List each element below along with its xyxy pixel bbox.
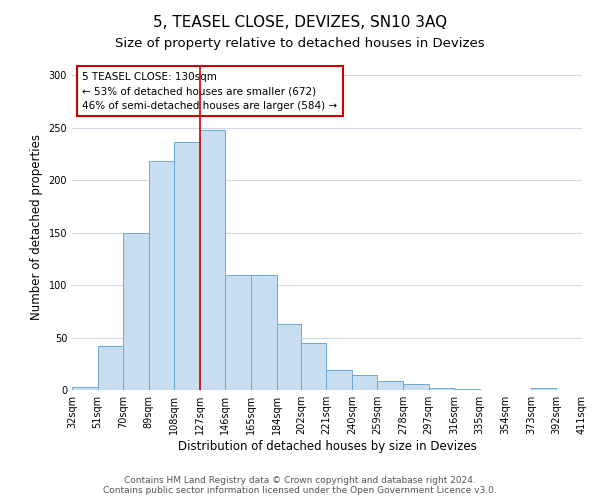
Bar xyxy=(174,142,200,390)
Bar xyxy=(454,389,480,390)
Bar xyxy=(149,162,174,390)
Bar xyxy=(301,343,326,390)
Bar xyxy=(251,274,277,390)
Bar xyxy=(377,380,403,390)
Bar xyxy=(200,130,226,390)
Y-axis label: Number of detached properties: Number of detached properties xyxy=(30,134,43,320)
Bar xyxy=(326,370,352,390)
Bar xyxy=(98,346,123,390)
Bar xyxy=(226,274,251,390)
Bar xyxy=(123,232,149,390)
Text: 5 TEASEL CLOSE: 130sqm
← 53% of detached houses are smaller (672)
46% of semi-de: 5 TEASEL CLOSE: 130sqm ← 53% of detached… xyxy=(82,72,337,111)
Bar xyxy=(403,384,428,390)
Bar xyxy=(352,376,377,390)
Bar xyxy=(531,388,556,390)
Text: 5, TEASEL CLOSE, DEVIZES, SN10 3AQ: 5, TEASEL CLOSE, DEVIZES, SN10 3AQ xyxy=(153,15,447,30)
Bar xyxy=(428,388,454,390)
Bar xyxy=(72,387,98,390)
Bar xyxy=(277,324,301,390)
X-axis label: Distribution of detached houses by size in Devizes: Distribution of detached houses by size … xyxy=(178,440,476,453)
Text: Contains HM Land Registry data © Crown copyright and database right 2024.
Contai: Contains HM Land Registry data © Crown c… xyxy=(103,476,497,495)
Text: Size of property relative to detached houses in Devizes: Size of property relative to detached ho… xyxy=(115,38,485,51)
